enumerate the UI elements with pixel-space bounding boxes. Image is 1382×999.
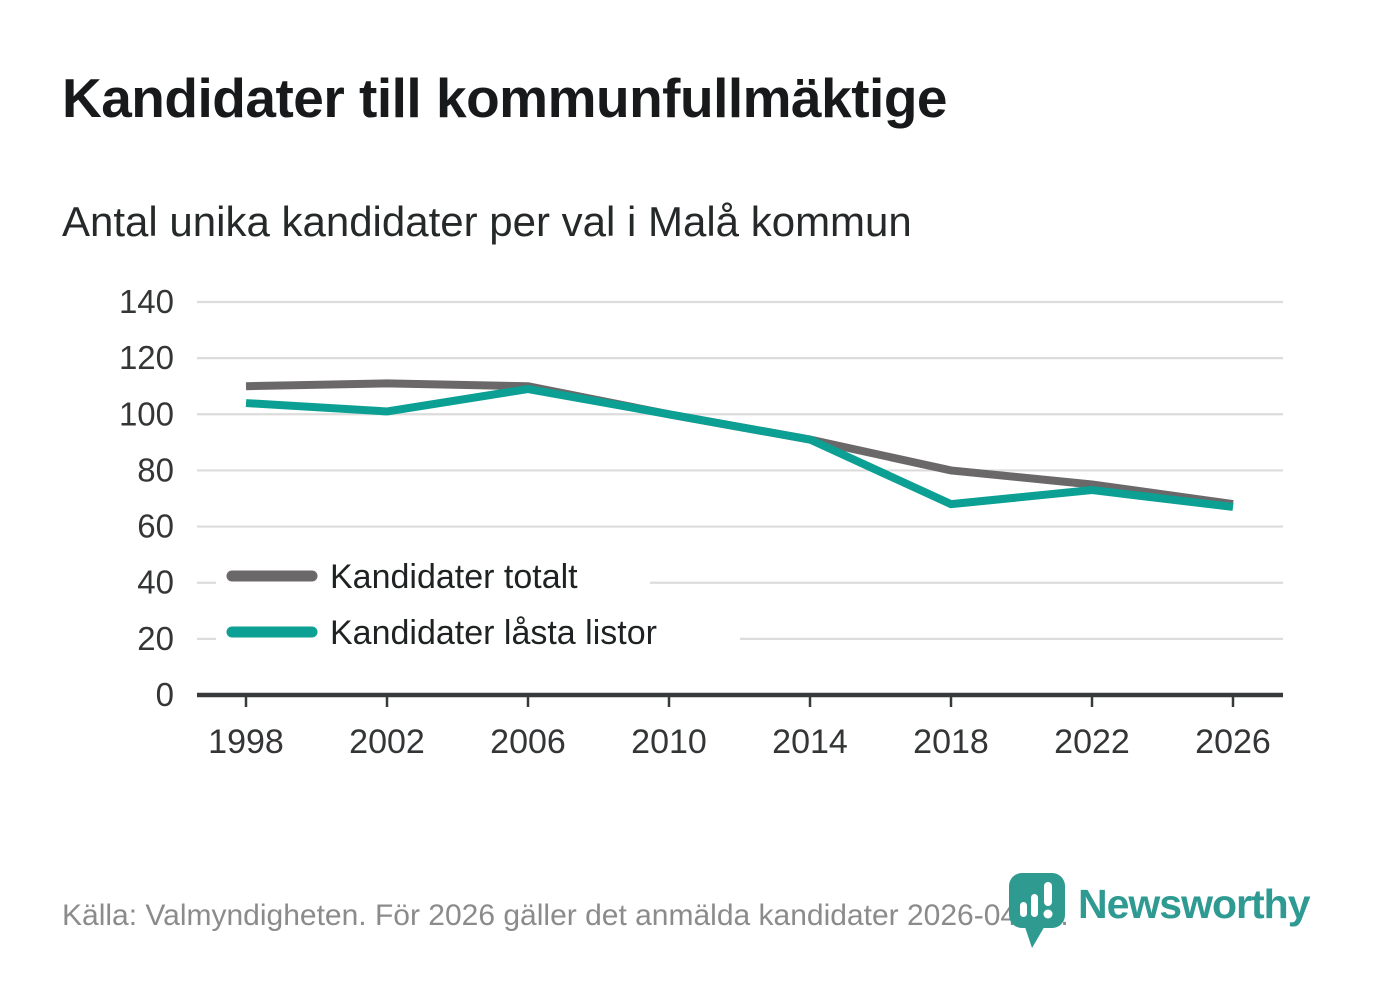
x-tick-label-2022: 2022 — [1054, 723, 1130, 761]
y-tick-label-40: 40 — [137, 564, 174, 601]
y-tick-label-140: 140 — [119, 283, 174, 320]
y-tick-label-60: 60 — [137, 508, 174, 545]
page-title: Kandidater till kommunfullmäktige — [62, 67, 948, 129]
x-tick-label-2010: 2010 — [631, 723, 707, 761]
bar-chart-glyph — [1020, 882, 1053, 919]
x-tick-label-2014: 2014 — [772, 723, 848, 761]
y-tick-label-80: 80 — [137, 451, 174, 488]
x-tick-label-1998: 1998 — [208, 723, 284, 761]
page-subtitle: Antal unika kandidater per val i Malå ko… — [62, 198, 912, 245]
series-line-kandidater-totalt — [245, 379, 1234, 509]
x-tick-label-2018: 2018 — [913, 723, 989, 761]
x-tick-label-2006: 2006 — [490, 723, 566, 761]
y-tick-label-20: 20 — [137, 620, 174, 657]
legend-label-kandidater-totalt: Kandidater totalt — [330, 558, 578, 596]
speech-bubble-tail — [1024, 924, 1046, 948]
y-tick-label-0: 0 — [156, 676, 174, 713]
y-tick-label-100: 100 — [119, 395, 174, 432]
newsworthy-wordmark: Newsworthy — [1078, 881, 1310, 927]
newsworthy-logo: Newsworthy — [1008, 872, 1310, 950]
x-tick-label-2026: 2026 — [1195, 723, 1271, 761]
series-line-kandidater-l-sta-listor — [245, 384, 1234, 511]
legend-label-kandidater-l-sta-listor: Kandidater låsta listor — [330, 614, 657, 652]
source-note: Källa: Valmyndigheten. För 2026 gäller d… — [62, 899, 1069, 932]
newsworthy-logo-icon — [1009, 873, 1065, 948]
y-tick-label-120: 120 — [119, 339, 174, 376]
x-tick-label-2002: 2002 — [349, 723, 425, 761]
line-chart: 0 20 40 60 80 100 120 140 Kandidater totalt Kandi… — [119, 283, 1283, 761]
